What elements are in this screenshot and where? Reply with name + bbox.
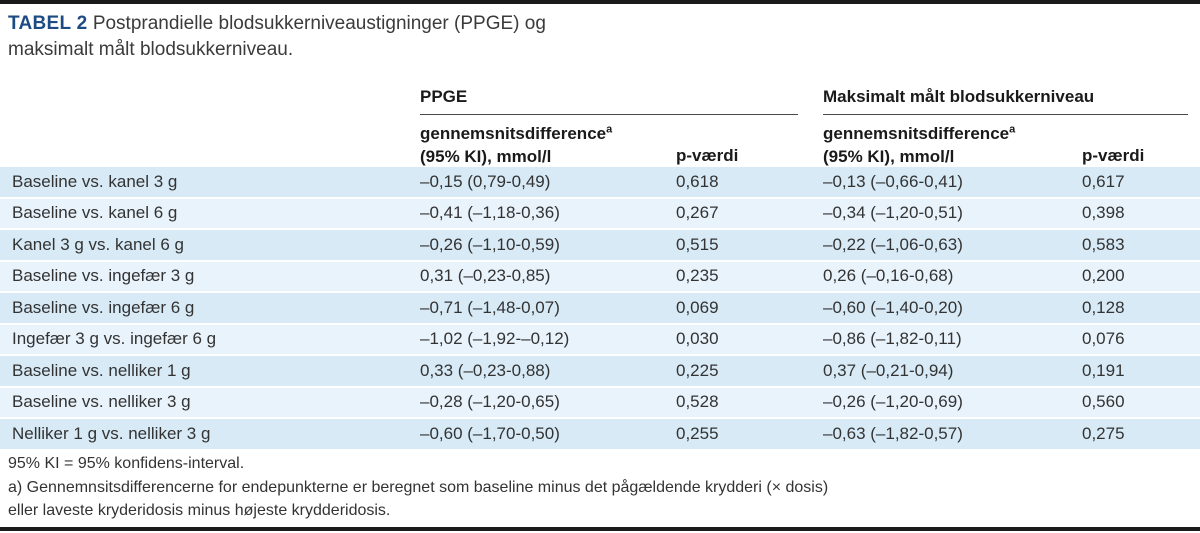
table-number: TABEL 2 [8,13,88,34]
table-footnotes: 95% KI = 95% konfidens-interval. a) Genn… [8,452,1188,523]
max-diff-value: –0,63 (–1,82-0,57) [823,423,963,443]
table-row: Baseline vs. nelliker 1 g 0,33 (–0,23-0,8… [0,356,1200,388]
table-title: TABEL 2 Postprandielle blodsukkerniveaus… [8,11,608,63]
max-p-value: 0,583 [1082,234,1125,254]
table-row: Baseline vs. ingefær 3 g 0,31 (–0,23-0,85… [0,261,1200,293]
max-p-value: 0,076 [1082,329,1125,349]
subheader-diff-max-line2: (95% KI), mmol/l [823,147,955,166]
table-row: Baseline vs. ingefær 6 g –0,71 (–1,48-0,0… [0,293,1200,325]
ppge-p-value: 0,225 [676,360,719,380]
max-diff-value: –0,86 (–1,82-0,11) [823,329,962,349]
max-p-value: 0,200 [1082,266,1125,286]
table-row: Kanel 3 g vs. kanel 6 g –0,26 (–1,10-0,59… [0,230,1200,262]
row-label: Baseline vs. ingefær 6 g [12,297,195,317]
max-p-value: 0,275 [1082,423,1125,443]
row-label: Baseline vs. ingefær 3 g [12,266,195,286]
group-header-ppge-label: PPGE [420,87,468,106]
row-label: Baseline vs. kanel 6 g [12,203,178,223]
ppge-diff-value: –0,71 (–1,48-0,07) [420,297,560,317]
footnote-marker-a: a [1009,123,1016,136]
max-diff-value: 0,26 (–0,16-0,68) [823,266,954,286]
group-header-max-label: Maksimalt målt blodsukkerniveau [823,87,1095,106]
table-row: Baseline vs. kanel 3 g –0,15 (0,79-0,49) 0… [0,167,1200,199]
footnote-marker-a: a [606,123,613,136]
subheader-diff-max: gennemsnitsdifferencea (95% KI), mmol/l [823,115,1082,168]
row-label: Baseline vs. nelliker 3 g [12,392,191,412]
max-diff-value: –0,22 (–1,06-0,63) [823,234,963,254]
subheader-diff-ppge-line2: (95% KI), mmol/l [420,147,552,166]
ppge-diff-value: –0,28 (–1,20-0,65) [420,392,560,412]
group-header-max: Maksimalt målt blodsukkerniveau [823,84,1188,115]
max-p-value: 0,128 [1082,297,1125,317]
table-header: PPGE Maksimalt målt blodsukkerniveau gen… [0,84,1200,168]
ppge-p-value: 0,267 [676,203,719,223]
subheader-diff-ppge-line1: gennemsnitsdifference [420,124,607,143]
table-row: Nelliker 1 g vs. nelliker 3 g –0,60 (–1,7… [0,419,1200,451]
footnote-a-line1: a) Gennemnsitsdifferencerne for endepunk… [8,478,829,496]
row-label: Nelliker 1 g vs. nelliker 3 g [12,423,211,443]
table-row: Ingefær 3 g vs. ingefær 6 g –1,02 (–1,92-… [0,324,1200,356]
max-p-value: 0,617 [1082,171,1125,191]
max-p-value: 0,191 [1082,360,1125,380]
subheader-p-ppge: p-værdi [676,146,739,165]
ppge-diff-value: –0,15 (0,79-0,49) [420,171,551,191]
table-title-text: Postprandielle blodsukkerniveaustigninge… [8,13,546,60]
ppge-p-value: 0,528 [676,392,719,412]
max-p-value: 0,398 [1082,203,1125,223]
max-p-value: 0,560 [1082,392,1125,412]
max-diff-value: 0,37 (–0,21-0,94) [823,360,954,380]
ppge-diff-value: 0,31 (–0,23-0,85) [420,266,551,286]
table-body: Baseline vs. kanel 3 g –0,15 (0,79-0,49) 0… [0,167,1200,451]
ppge-p-value: 0,255 [676,423,719,443]
bottom-border-bar [0,527,1200,531]
row-label: Kanel 3 g vs. kanel 6 g [12,234,185,254]
ppge-diff-value: –0,26 (–1,10-0,59) [420,234,560,254]
ppge-diff-value: –0,41 (–1,18-0,36) [420,203,560,223]
group-header-ppge: PPGE [420,84,798,115]
max-diff-value: –0,26 (–1,20-0,69) [823,392,963,412]
ppge-p-value: 0,235 [676,266,719,286]
ppge-p-value: 0,515 [676,234,719,254]
footnote-a-line2: eller laveste kryderidosis minus højeste… [8,502,391,519]
ppge-diff-value: –0,60 (–1,70-0,50) [420,423,560,443]
max-diff-value: –0,34 (–1,20-0,51) [823,203,963,223]
row-label: Baseline vs. kanel 3 g [12,171,178,191]
max-diff-value: –0,13 (–0,66-0,41) [823,171,963,191]
table-row: Baseline vs. kanel 6 g –0,41 (–1,18-0,36)… [0,198,1200,230]
subheader-diff-ppge: gennemsnitsdifferencea (95% KI), mmol/l [420,115,676,168]
footnote-ki: 95% KI = 95% konfidens-interval. [8,455,245,472]
ppge-p-value: 0,030 [676,329,719,349]
subheader-p-max: p-værdi [1082,146,1145,165]
ppge-p-value: 0,069 [676,297,719,317]
row-label: Baseline vs. nelliker 1 g [12,360,191,380]
row-label: Ingefær 3 g vs. ingefær 6 g [12,329,217,349]
max-diff-value: –0,60 (–1,40-0,20) [823,297,963,317]
ppge-diff-value: –1,02 (–1,92-–0,12) [420,329,570,349]
top-border-bar [0,0,1200,4]
subheader-diff-max-line1: gennemsnitsdifference [823,124,1010,143]
ppge-p-value: 0,618 [676,171,719,191]
table-row: Baseline vs. nelliker 3 g –0,28 (–1,20-0,… [0,387,1200,419]
ppge-diff-value: 0,33 (–0,23-0,88) [420,360,551,380]
